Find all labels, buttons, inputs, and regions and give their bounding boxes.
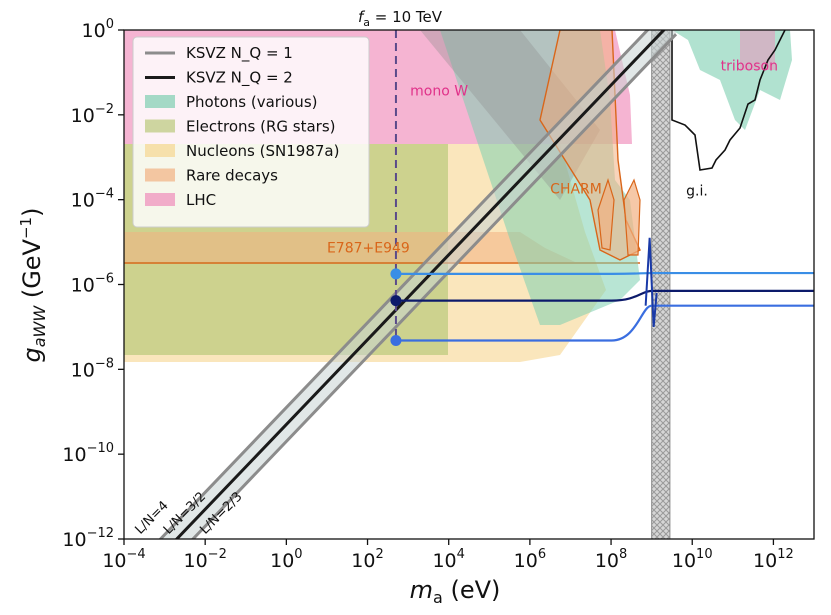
benchmark-point <box>390 334 402 346</box>
x-tick-label: 10−4 <box>102 547 145 572</box>
annotation-label: CHARM <box>550 181 602 197</box>
benchmark-curves <box>390 237 814 346</box>
y-tick-label: 10−12 <box>62 526 114 551</box>
y-tick-label: 10−8 <box>71 356 114 381</box>
annotation-label: mono W <box>410 84 468 100</box>
y-tick-label: 10−6 <box>71 272 114 297</box>
x-tick-label: 102 <box>351 547 383 572</box>
benchmark-curve <box>395 304 814 342</box>
legend-swatch <box>145 95 175 108</box>
x-tick-label: 106 <box>514 547 546 572</box>
region-charm-blob2 <box>623 178 641 256</box>
benchmark-curve <box>395 271 814 275</box>
x-tick-label: 100 <box>270 547 302 572</box>
legend-swatch <box>145 119 175 133</box>
x-tick-label: 108 <box>595 547 627 572</box>
x-tick-label: 1010 <box>672 547 713 572</box>
legend-swatch <box>145 168 175 182</box>
benchmark-point <box>390 268 402 280</box>
line-gi <box>671 30 786 171</box>
legend-label: Rare decays <box>186 167 278 185</box>
legend-label: Nucleons (SN1987a) <box>186 142 339 160</box>
ksvz-line <box>190 33 678 539</box>
legend-label: KSVZ N_Q = 1 <box>186 44 293 63</box>
legend: KSVZ N_Q = 1 KSVZ N_Q = 2 Photons (various… <box>132 36 370 228</box>
legend-swatch <box>145 144 175 157</box>
legend-box <box>132 36 370 228</box>
annotation-label: E787+E949 <box>327 241 410 257</box>
y-axis-label: gaWW (GeV−1) <box>17 208 49 363</box>
legend-label: KSVZ N_Q = 2 <box>186 69 293 88</box>
y-axis: 10−12 10−10 10−8 10−6 10−4 10−2 100 <box>62 17 124 551</box>
annotation-label: triboson <box>721 58 778 74</box>
annotation-label: g.i. <box>686 183 708 199</box>
y-tick-label: 10−2 <box>71 102 114 127</box>
benchmark-spike <box>644 237 658 328</box>
y-tick-label: 10−4 <box>71 187 114 212</box>
ksvz-line <box>158 30 650 539</box>
benchmark-point <box>390 295 402 307</box>
x-axis: 10−4 10−2 100 102 104 106 108 1010 1012 <box>102 539 794 572</box>
legend-swatch <box>145 193 175 206</box>
region-lhc-triboson <box>740 30 775 70</box>
y-tick-label: 100 <box>82 17 114 42</box>
ksvz-line <box>174 30 666 539</box>
x-axis-label: ma (eV) <box>410 576 501 607</box>
top-annotation: fa = 10 TeV <box>358 8 443 29</box>
x-tick-label: 1012 <box>753 547 794 572</box>
x-tick-label: 10−2 <box>183 547 226 572</box>
ksvz-lines <box>158 30 678 539</box>
region-charm-blob <box>597 178 615 251</box>
legend-label: LHC <box>186 191 216 209</box>
legend-label: Electrons (RG stars) <box>186 118 336 136</box>
legend-label: Photons (various) <box>186 93 317 111</box>
x-tick-label: 104 <box>432 547 464 572</box>
hatched-region <box>651 30 671 539</box>
y-tick-label: 10−10 <box>62 441 114 466</box>
annotations: mono W triboson CHARM E787+E949 g.i. <box>327 58 778 256</box>
